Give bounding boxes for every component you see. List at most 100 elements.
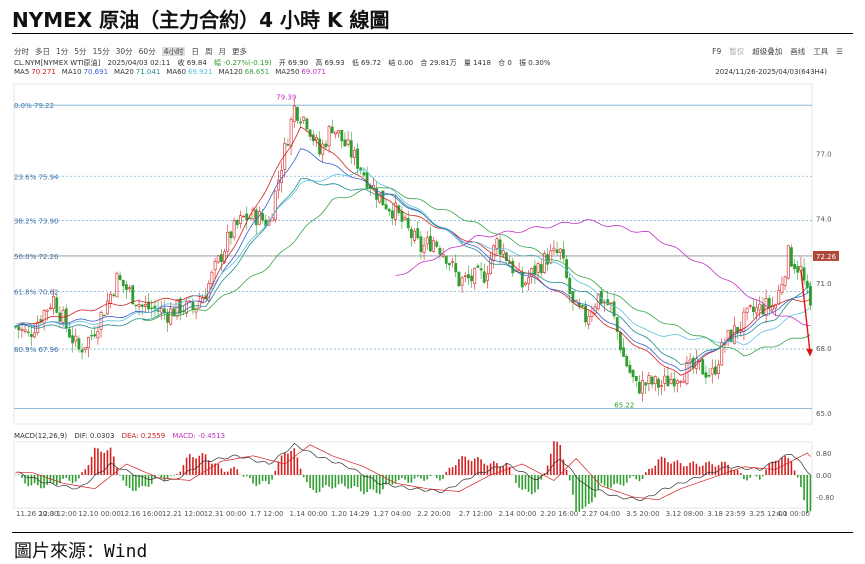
candle-body [533,265,537,275]
ma-legend-label: MA5 [14,68,30,76]
last-price-tag [813,250,839,261]
source-label: 圖片來源：Wind [14,541,148,562]
candle-body [543,253,546,273]
candle-body [286,143,290,146]
candle-body [334,131,337,135]
candle-body [400,210,404,222]
trend-arrow-head [806,348,813,357]
candle-body [64,308,68,329]
candle-body [197,301,201,309]
ma-legend-label: MA20 [114,68,134,76]
candle-body [194,307,198,313]
x-tick-label: 12.31 00:00 [204,510,246,518]
candle-body [220,254,223,262]
period-tab[interactable]: 多日 [35,47,50,56]
candle-body [144,304,147,307]
ma-legend-value: 71.041 [135,68,161,76]
period-tab[interactable]: 1分 [56,47,69,56]
tool-button[interactable]: 画线 [790,47,806,56]
candle-body [802,267,806,281]
candle-body [213,261,217,271]
candle-body [552,247,556,252]
candle-body [425,237,429,245]
candle-body [33,332,36,338]
period-tab[interactable]: 周 [204,47,213,56]
candle-body [61,310,65,323]
tool-button[interactable]: 工具 [813,47,829,56]
y-tick-label: 68.0 [816,345,832,353]
tool-button[interactable]: 暂仅 [729,47,745,56]
candle-body [134,304,138,307]
candle-body [178,298,182,314]
candle-body [242,215,245,218]
candle-body [391,210,394,219]
candle-body [245,213,249,221]
candle-body [758,303,762,311]
period-tab[interactable]: 月 [218,47,226,56]
candle-body [786,245,790,279]
candle-body [473,268,477,284]
candle-body [581,305,584,307]
ma-legend-label: MA10 [61,68,82,76]
period-tab[interactable]: 5分 [74,47,87,56]
trend-arrow-shaft [800,270,811,353]
period-tab[interactable]: 分时 [14,47,29,56]
tool-button[interactable]: F9 [712,47,722,56]
candle-body [429,235,432,252]
candle-body [235,219,239,226]
period-tab[interactable]: 更多 [231,47,247,56]
settle-label: 结 0.00 [388,59,414,67]
candle-body [565,259,568,278]
candle-body [495,238,499,249]
candle-body [150,307,154,310]
candle-body [80,349,84,353]
ma-legend-label: MA120 [218,68,243,76]
candle-body [292,105,296,122]
candle-body [628,364,632,373]
candle-body [175,299,179,317]
page-title: NYMEX 原油（主力合約）4 小時 K 線圖 [12,8,390,32]
candle-body [571,291,575,303]
y-tick-label: 77.0 [816,150,832,158]
x-tick-label: 12.16 16:00 [120,510,162,518]
period-tab[interactable]: 日 [191,47,199,56]
candle-body [612,301,616,317]
candle-body [809,285,812,306]
period-tab[interactable]: 60分 [138,47,156,56]
candle-body [501,250,505,255]
candle-body [87,337,90,348]
x-tick-label: 2.20 16:00 [540,510,578,518]
candle-body [121,279,125,287]
candle-body [52,296,55,309]
candle-body [49,307,52,309]
candle-body [492,245,496,262]
x-tick-label: 2.27 04:00 [582,510,620,518]
x-tick-label: 3.12 08:00 [666,510,704,518]
candle-body [166,312,169,323]
x-tick-label: 2.7 12:00 [459,510,493,518]
candle-body [745,307,749,313]
candle-body [615,317,619,332]
tool-button[interactable]: 超级叠加 [752,47,783,56]
tool-toolbar: F9 暂仅 超级叠加 画线 工具 ☰ [704,46,843,57]
tool-button[interactable]: ☰ [836,47,843,56]
candle-body [232,220,236,238]
candle-body [562,249,565,259]
candle-body [451,261,454,263]
candle-body [657,378,660,388]
candle-body [251,208,255,220]
ma-legend-value: 70.271 [31,68,56,76]
candle-body [273,190,277,221]
candle-body [223,251,226,263]
candle-body [793,264,796,270]
candle-body [349,140,353,158]
period-tab[interactable]: 30分 [115,47,133,56]
candle-body [701,359,705,375]
candle-body [413,230,416,241]
candle-body [460,277,464,286]
candle-body [327,126,331,147]
period-tab[interactable]: 15分 [92,47,110,56]
period-tab[interactable]: 4小时 [161,47,186,56]
ma-line [15,168,811,346]
candle-body [96,331,100,339]
